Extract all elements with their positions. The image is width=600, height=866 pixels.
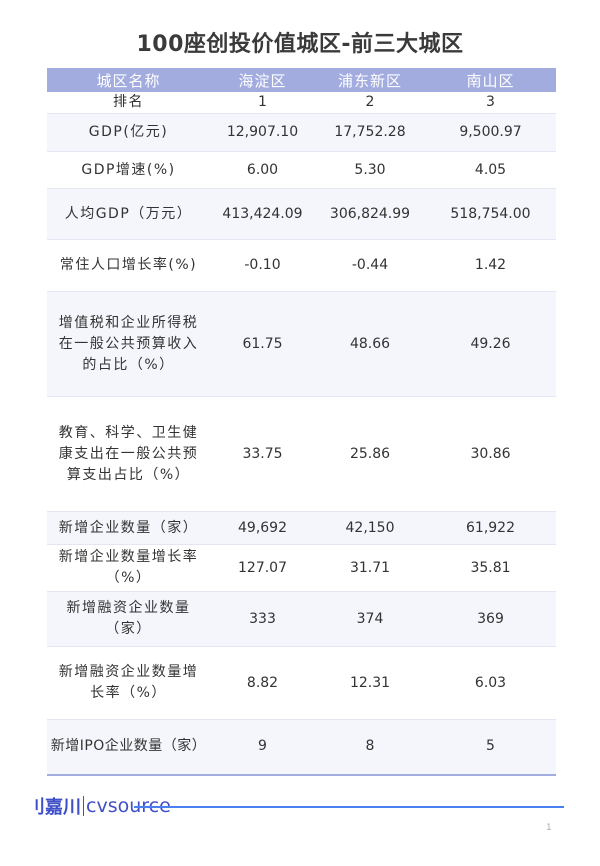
table-row: 增值税和企业所得税在一般公共预算收入的占比（%） 61.75 48.66 49.26 bbox=[47, 291, 556, 397]
value-cell: 5.30 bbox=[315, 151, 425, 189]
table-header: 城区名称 海淀区 浦东新区 南山区 bbox=[47, 68, 556, 92]
cvsource-logo: 刂 嘉川 cvsource bbox=[27, 795, 171, 818]
value-cell: 33.75 bbox=[210, 396, 315, 512]
page-number: 1 bbox=[546, 823, 552, 833]
value-cell: 30.86 bbox=[425, 396, 556, 512]
table-row: 排名 1 2 3 bbox=[47, 92, 556, 114]
value-cell: 31.71 bbox=[315, 544, 425, 592]
value-cell: 17,752.28 bbox=[315, 113, 425, 152]
row-label-text: 教育、科学、卫生健康支出在一般公共预算支出占比（%） bbox=[58, 424, 199, 483]
table-row: 人均GDP（万元） 413,424.09 306,824.99 518,754.00 bbox=[47, 188, 556, 240]
district-table: 城区名称 海淀区 浦东新区 南山区 排名 1 2 3 GDP(亿元) 12,907.10 1… bbox=[47, 68, 556, 776]
row-label: GDP(亿元) bbox=[47, 113, 210, 152]
value-cell: 61,922 bbox=[425, 511, 556, 545]
row-label-text: 增值税和企业所得税在一般公共预算收入的占比（%） bbox=[58, 314, 199, 373]
row-label: 排名 bbox=[47, 92, 210, 114]
table-row: 新增企业数量（家） 49,692 42,150 61,922 bbox=[47, 511, 556, 545]
table-row: 常住人口增长率(%) -0.10 -0.44 1.42 bbox=[47, 239, 556, 292]
row-label: 新增企业数量增长率（%） bbox=[47, 544, 210, 592]
row-label: 增值税和企业所得税在一般公共预算收入的占比（%） bbox=[47, 291, 210, 397]
value-cell: 6.00 bbox=[210, 151, 315, 189]
row-label: 新增IPO企业数量（家） bbox=[47, 719, 210, 776]
value-cell: 306,824.99 bbox=[315, 188, 425, 240]
value-cell: 8 bbox=[315, 719, 425, 776]
logo-mark-icon: 刂 bbox=[27, 797, 45, 818]
value-cell: 48.66 bbox=[315, 291, 425, 397]
row-label: 常住人口增长率(%) bbox=[47, 239, 210, 292]
value-cell: 1.42 bbox=[425, 239, 556, 292]
value-cell: 9 bbox=[210, 719, 315, 776]
value-cell: 8.82 bbox=[210, 646, 315, 720]
value-cell: 2 bbox=[315, 92, 425, 114]
value-cell: -0.10 bbox=[210, 239, 315, 292]
row-label-text: 新增融资企业数量（家） bbox=[66, 600, 191, 637]
value-cell: 9,500.97 bbox=[425, 113, 556, 152]
value-cell: 49.26 bbox=[425, 291, 556, 397]
footer-rule bbox=[134, 806, 564, 808]
value-cell: -0.44 bbox=[315, 239, 425, 292]
row-label: 人均GDP（万元） bbox=[47, 188, 210, 240]
value-cell: 1 bbox=[210, 92, 315, 114]
value-cell: 127.07 bbox=[210, 544, 315, 592]
value-cell: 12.31 bbox=[315, 646, 425, 720]
row-label-text: 新增融资企业数量增长率（%） bbox=[58, 664, 199, 701]
row-label-text: 新增企业数量增长率（%） bbox=[58, 549, 199, 586]
row-label: 新增企业数量（家） bbox=[47, 511, 210, 545]
table-row: 新增融资企业数量增长率（%） 8.82 12.31 6.03 bbox=[47, 646, 556, 720]
row-label: 教育、科学、卫生健康支出在一般公共预算支出占比（%） bbox=[47, 396, 210, 512]
value-cell: 5 bbox=[425, 719, 556, 776]
header-cell: 城区名称 bbox=[47, 68, 210, 92]
value-cell: 61.75 bbox=[210, 291, 315, 397]
table-row: 教育、科学、卫生健康支出在一般公共预算支出占比（%） 33.75 25.86 30.8… bbox=[47, 396, 556, 512]
value-cell: 6.03 bbox=[425, 646, 556, 720]
value-cell: 333 bbox=[210, 591, 315, 647]
value-cell: 42,150 bbox=[315, 511, 425, 545]
header-cell: 浦东新区 bbox=[315, 68, 425, 92]
page-title: 100座创投价值城区-前三大城区 bbox=[136, 32, 464, 57]
table-row: GDP(亿元) 12,907.10 17,752.28 9,500.97 bbox=[47, 113, 556, 152]
value-cell: 3 bbox=[425, 92, 556, 114]
table-row: 新增IPO企业数量（家） 9 8 5 bbox=[47, 719, 556, 776]
value-cell: 4.05 bbox=[425, 151, 556, 189]
header-cell: 南山区 bbox=[425, 68, 556, 92]
header-cell: 海淀区 bbox=[210, 68, 315, 92]
value-cell: 35.81 bbox=[425, 544, 556, 592]
row-label: 新增融资企业数量增长率（%） bbox=[47, 646, 210, 720]
table-row: 新增融资企业数量（家） 333 374 369 bbox=[47, 591, 556, 647]
row-label: GDP增速(%) bbox=[47, 151, 210, 189]
table-row: 新增企业数量增长率（%） 127.07 31.71 35.81 bbox=[47, 544, 556, 592]
value-cell: 12,907.10 bbox=[210, 113, 315, 152]
value-cell: 374 bbox=[315, 591, 425, 647]
logo-divider bbox=[83, 796, 84, 816]
row-label: 新增融资企业数量（家） bbox=[47, 591, 210, 647]
value-cell: 413,424.09 bbox=[210, 188, 315, 240]
value-cell: 369 bbox=[425, 591, 556, 647]
value-cell: 518,754.00 bbox=[425, 188, 556, 240]
table-row: GDP增速(%) 6.00 5.30 4.05 bbox=[47, 151, 556, 189]
value-cell: 25.86 bbox=[315, 396, 425, 512]
value-cell: 49,692 bbox=[210, 511, 315, 545]
